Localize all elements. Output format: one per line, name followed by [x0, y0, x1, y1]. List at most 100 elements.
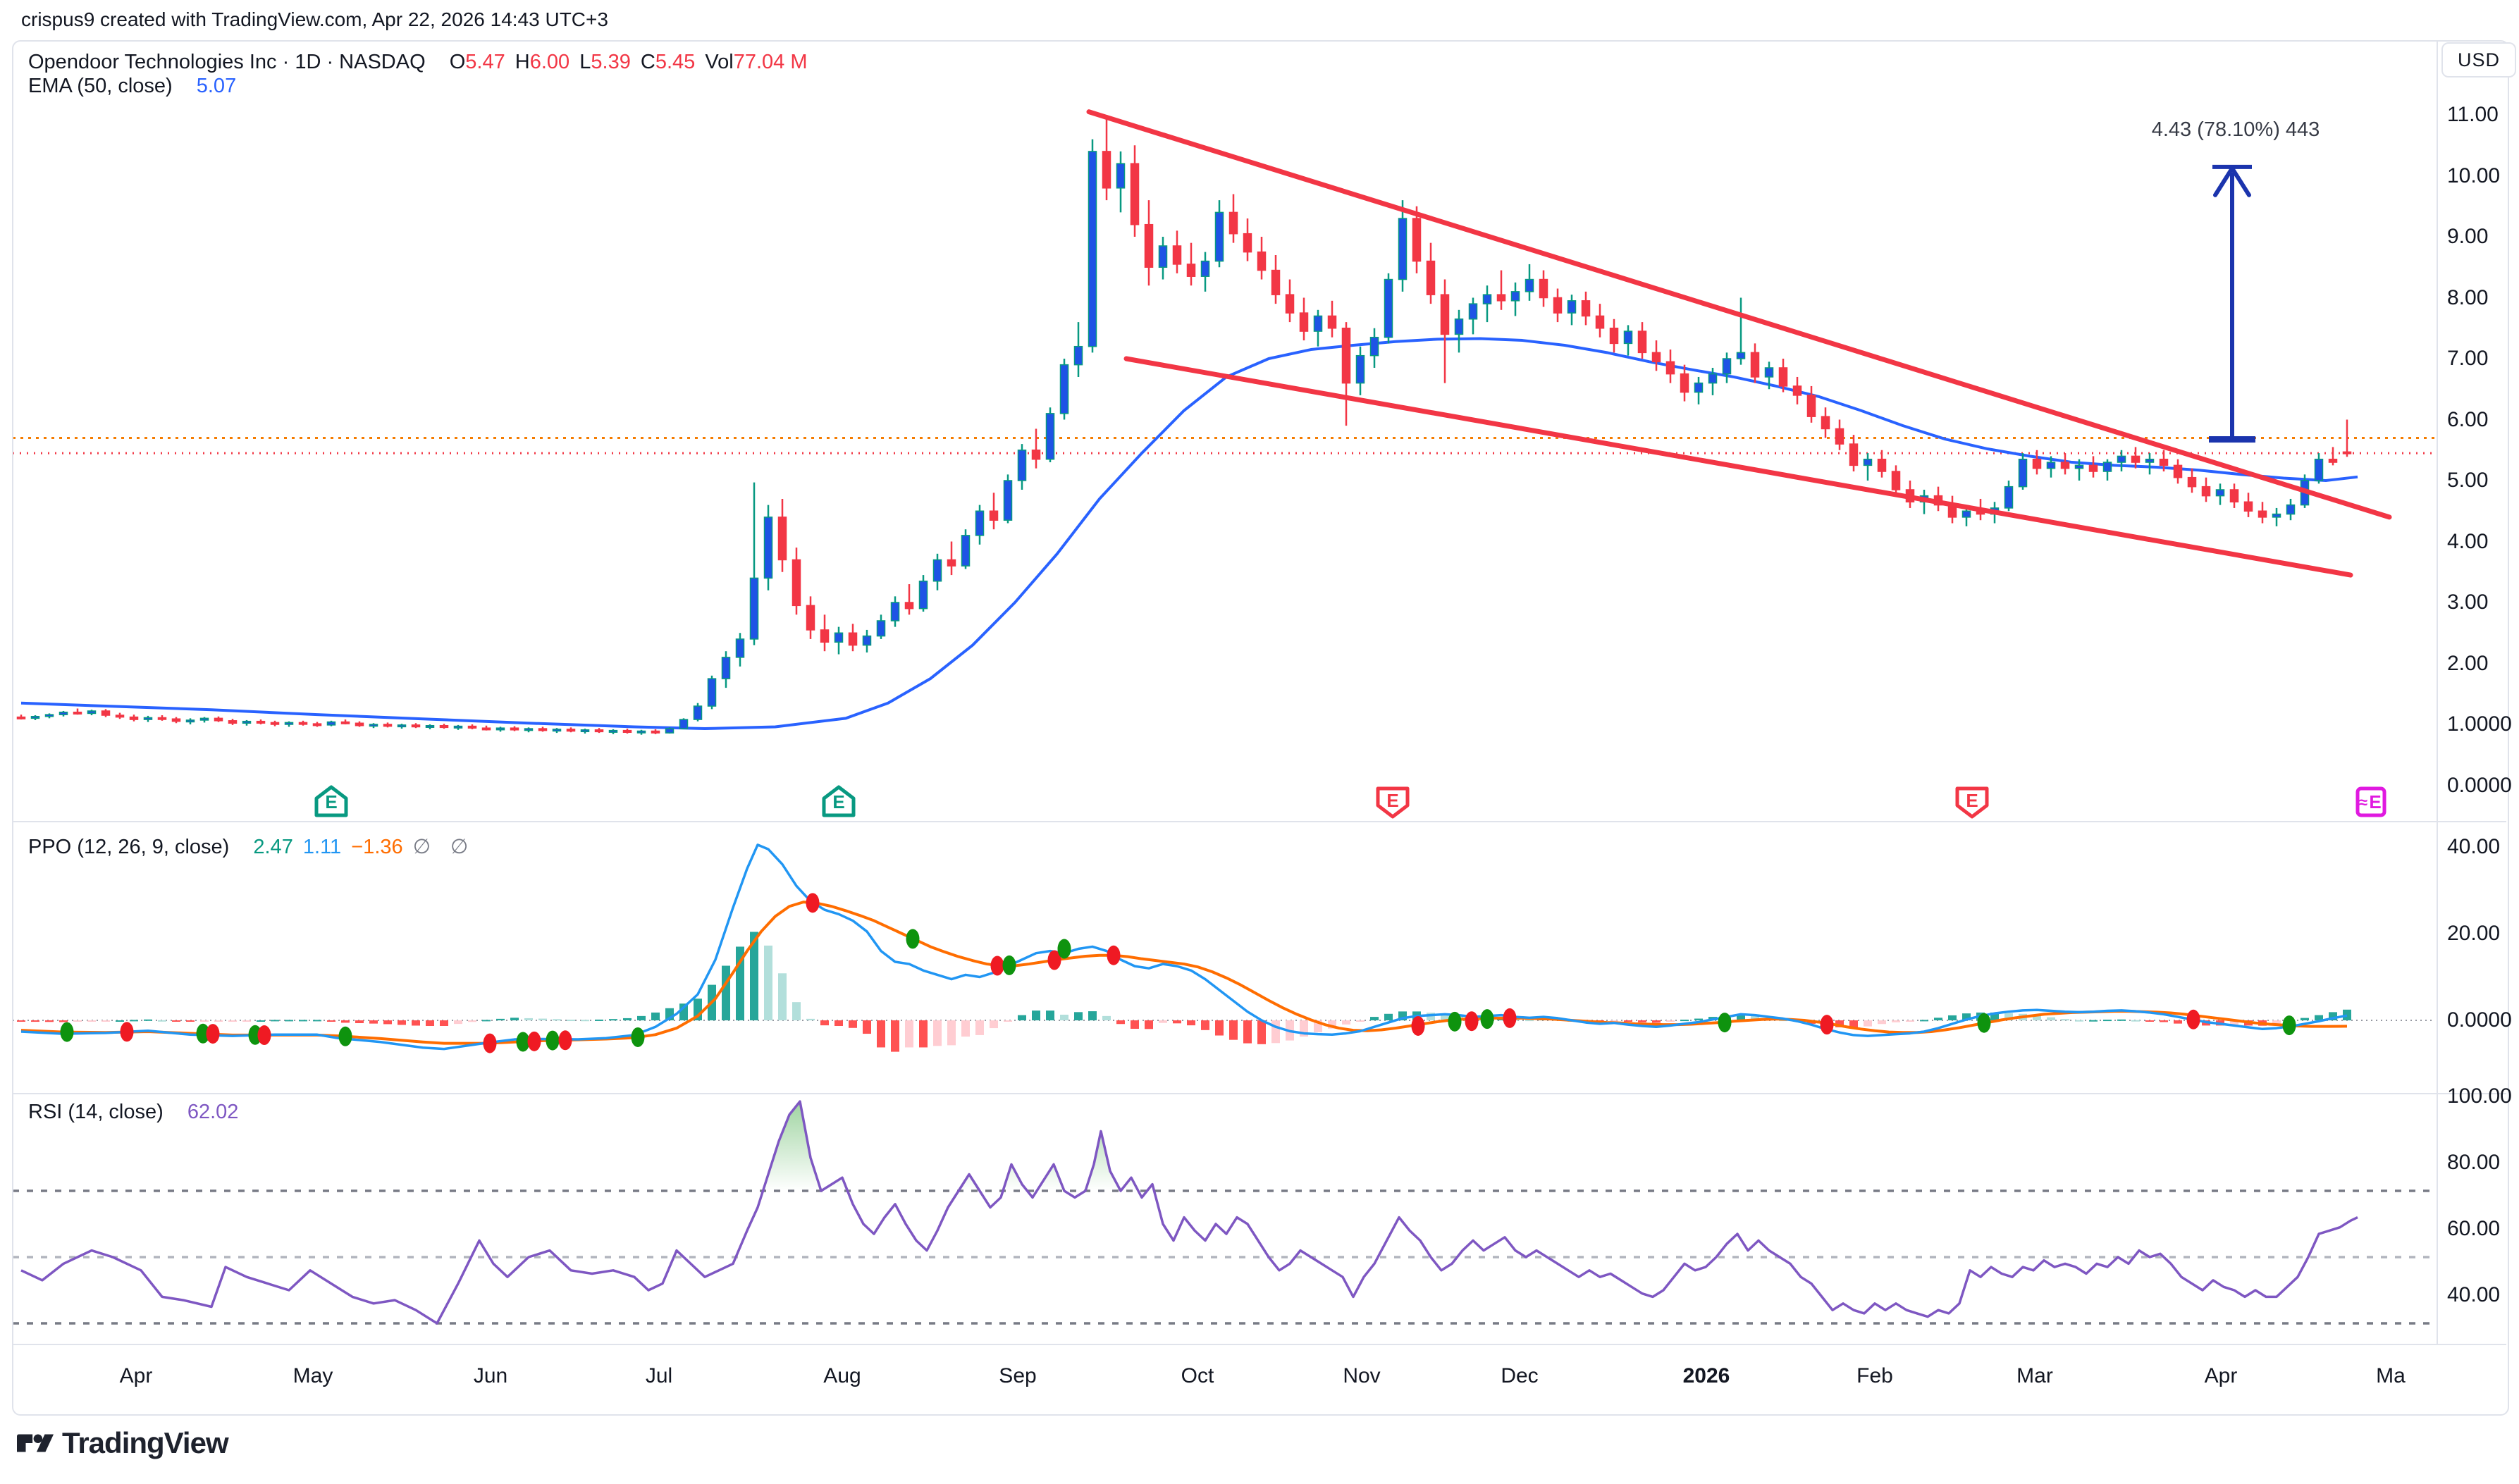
- candle[interactable]: [1088, 151, 1097, 347]
- candle[interactable]: [1031, 450, 1041, 460]
- candle[interactable]: [1299, 312, 1309, 332]
- candle[interactable]: [918, 580, 928, 610]
- candle[interactable]: [2243, 501, 2253, 512]
- ppo-label[interactable]: PPO (12, 26, 9, close): [28, 836, 230, 858]
- candle[interactable]: [453, 725, 463, 729]
- candle[interactable]: [467, 725, 477, 729]
- candle[interactable]: [326, 721, 336, 726]
- candle[interactable]: [2201, 486, 2211, 497]
- candle[interactable]: [1102, 151, 1111, 189]
- candle[interactable]: [2314, 458, 2324, 481]
- candle[interactable]: [806, 605, 815, 631]
- time-axis-label[interactable]: Apr: [119, 1364, 153, 1387]
- trendline[interactable]: [1123, 356, 2353, 578]
- candle[interactable]: [1694, 382, 1704, 393]
- candle[interactable]: [1567, 300, 1577, 314]
- candle[interactable]: [848, 632, 858, 646]
- candle[interactable]: [947, 559, 956, 567]
- candle[interactable]: [383, 724, 393, 727]
- candle[interactable]: [1553, 297, 1563, 314]
- candle[interactable]: [1623, 330, 1633, 345]
- candle[interactable]: [1637, 330, 1647, 354]
- earnings-marker-icon[interactable]: [1376, 786, 1410, 819]
- candle[interactable]: [735, 638, 745, 658]
- candle[interactable]: [1271, 269, 1281, 295]
- time-axis-label[interactable]: Aug: [823, 1364, 861, 1387]
- candle[interactable]: [199, 717, 209, 721]
- candle[interactable]: [171, 718, 181, 722]
- time-axis-label[interactable]: Ma: [2376, 1364, 2406, 1387]
- candle[interactable]: [1384, 278, 1393, 338]
- candle[interactable]: [2328, 458, 2338, 463]
- candle[interactable]: [1595, 315, 1605, 329]
- candle[interactable]: [1243, 233, 1252, 253]
- candle[interactable]: [1525, 278, 1534, 292]
- symbol-title[interactable]: Opendoor Technologies Inc · 1D · NASDAQ: [28, 51, 426, 73]
- candle[interactable]: [792, 559, 801, 607]
- time-axis-label[interactable]: Mar: [2016, 1364, 2053, 1387]
- projected-earnings-icon[interactable]: [2355, 786, 2386, 817]
- candle[interactable]: [1045, 413, 1055, 460]
- candle[interactable]: [1073, 345, 1083, 366]
- candle[interactable]: [1426, 260, 1436, 295]
- candle[interactable]: [270, 722, 280, 725]
- candle[interactable]: [1750, 352, 1760, 378]
- candle[interactable]: [298, 722, 308, 725]
- candle[interactable]: [1736, 352, 1746, 359]
- candle[interactable]: [932, 559, 942, 582]
- candle[interactable]: [44, 714, 54, 717]
- candle[interactable]: [425, 724, 435, 728]
- candle[interactable]: [397, 724, 407, 728]
- candle[interactable]: [143, 717, 153, 720]
- time-axis-label[interactable]: Sep: [999, 1364, 1037, 1387]
- candle[interactable]: [284, 722, 294, 725]
- candle[interactable]: [340, 721, 350, 724]
- candle[interactable]: [1609, 328, 1619, 345]
- candle[interactable]: [73, 711, 82, 715]
- candle[interactable]: [355, 722, 364, 726]
- ppo-indicator[interactable]: [13, 843, 2435, 1053]
- time-axis-label[interactable]: Jun: [473, 1364, 508, 1387]
- candle[interactable]: [693, 705, 703, 720]
- rsi-legend[interactable]: RSI (14, close) 62.02: [28, 1101, 242, 1124]
- candle[interactable]: [876, 620, 886, 637]
- rsi-indicator[interactable]: [13, 1100, 2435, 1325]
- candle[interactable]: [1172, 245, 1182, 265]
- ppo-legend[interactable]: PPO (12, 26, 9, close) 2.47 1.11 −1.36 ∅…: [28, 834, 479, 859]
- candle[interactable]: [1327, 315, 1337, 329]
- time-axis-label[interactable]: Jul: [645, 1364, 673, 1387]
- candle[interactable]: [777, 517, 787, 561]
- candle[interactable]: [961, 535, 971, 567]
- candle[interactable]: [1130, 163, 1140, 225]
- candle[interactable]: [242, 720, 252, 724]
- candle[interactable]: [1708, 373, 1718, 384]
- candle[interactable]: [1835, 428, 1844, 445]
- candle[interactable]: [1468, 303, 1478, 320]
- candle[interactable]: [1369, 336, 1379, 357]
- measure-label[interactable]: 4.43 (78.10%) 443: [2151, 118, 2320, 141]
- trendline[interactable]: [1086, 109, 2392, 520]
- candle[interactable]: [1891, 471, 1901, 490]
- candle[interactable]: [862, 635, 872, 646]
- candle[interactable]: [1285, 294, 1295, 314]
- candle[interactable]: [2258, 510, 2267, 518]
- candle[interactable]: [2032, 458, 2042, 469]
- candle[interactable]: [1680, 373, 1689, 393]
- candle[interactable]: [1806, 395, 1816, 417]
- candle[interactable]: [2046, 462, 2056, 469]
- measure-arrow[interactable]: [2209, 164, 2255, 443]
- candle[interactable]: [2286, 504, 2296, 515]
- candle[interactable]: [411, 724, 421, 728]
- candle[interactable]: [1821, 416, 1830, 430]
- earnings-marker-icon[interactable]: [1955, 786, 1989, 819]
- time-axis-label[interactable]: Dec: [1501, 1364, 1539, 1387]
- candle[interactable]: [1341, 328, 1351, 384]
- candle[interactable]: [2215, 489, 2225, 497]
- candle[interactable]: [707, 678, 717, 707]
- candle[interactable]: [1539, 278, 1548, 299]
- candle[interactable]: [975, 510, 985, 536]
- candle[interactable]: [580, 729, 590, 733]
- candle[interactable]: [1200, 260, 1210, 277]
- candle[interactable]: [1454, 319, 1464, 335]
